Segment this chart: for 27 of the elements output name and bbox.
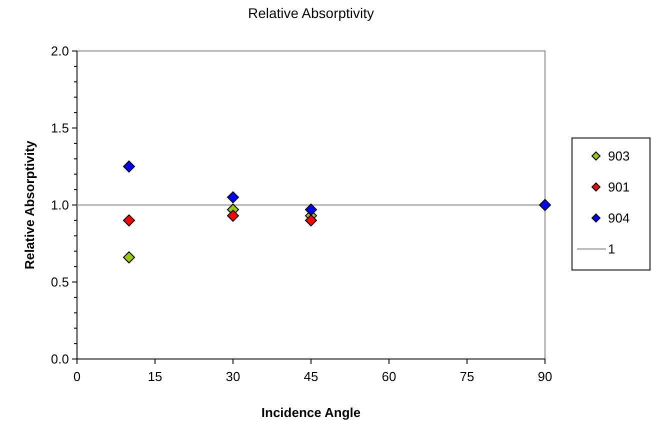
y-tick-label: 2.0 (50, 44, 69, 59)
x-axis-title: Incidence Angle (261, 405, 361, 420)
point (123, 160, 135, 172)
x-tick-label: 75 (460, 369, 474, 384)
x-tick-label: 60 (382, 369, 396, 384)
legend-label: 904 (608, 210, 630, 226)
y-tick-label: 1.5 (50, 120, 69, 136)
point (227, 191, 239, 204)
y-tick-label: 1.0 (50, 198, 69, 213)
legend-label: 901 (608, 180, 630, 195)
point (305, 214, 317, 226)
point (305, 204, 317, 216)
y-tick-label: 0.5 (50, 274, 69, 290)
point (539, 199, 551, 211)
y-axis-title: Relative Absorptivity (22, 140, 37, 270)
legend-label: 1 (608, 242, 616, 257)
point (123, 251, 135, 264)
x-tick-label: 45 (304, 369, 318, 384)
x-tick-label: 30 (226, 369, 240, 384)
x-tick-label: 0 (73, 369, 81, 384)
x-tick-label: 90 (538, 369, 552, 384)
point (123, 214, 135, 226)
point (227, 210, 239, 222)
y-tick-label: 0.0 (50, 352, 69, 367)
x-tick-label: 15 (148, 369, 162, 384)
legend-label: 903 (608, 148, 630, 164)
chart-title: Relative Absorptivity (248, 5, 374, 21)
